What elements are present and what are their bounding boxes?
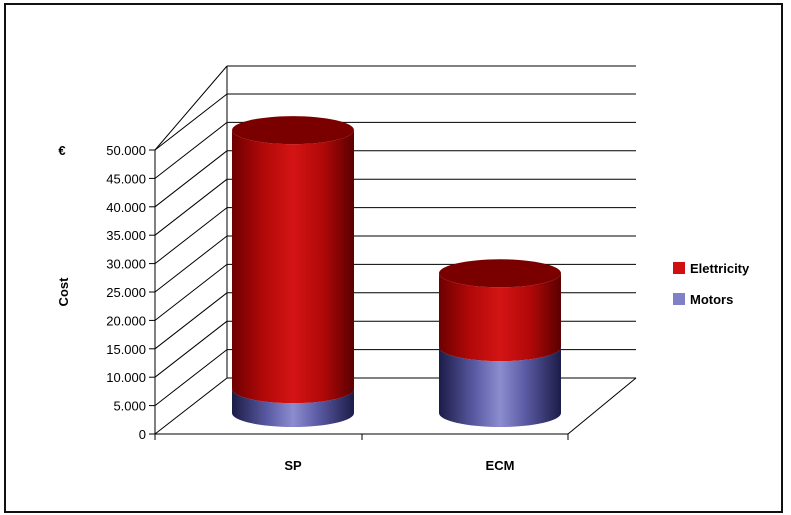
y-tick-label: 40.000 — [106, 200, 146, 215]
legend-swatch-motors — [673, 293, 685, 305]
side-gridline — [154, 264, 228, 321]
legend-label-motors: Motors — [690, 292, 733, 307]
legend-label-elettricity: Elettricity — [690, 261, 750, 276]
y-tick-label: 15.000 — [106, 342, 146, 357]
y-tick-label: 5.000 — [113, 399, 146, 414]
y-tick-label: 20.000 — [106, 313, 146, 328]
y-axis-title: Cost — [56, 277, 71, 307]
side-gridline — [154, 349, 228, 406]
y-tick-label: 10.000 — [106, 370, 146, 385]
bar-segment-elettricity-sp — [232, 130, 354, 404]
y-tick-label: 35.000 — [106, 228, 146, 243]
side-gridline — [154, 178, 228, 236]
side-gridline — [154, 377, 228, 435]
bar-top-cap-ecm — [439, 259, 561, 288]
bar-segment-motors-sp — [232, 389, 354, 427]
side-gridline — [154, 235, 228, 293]
side-gridline — [154, 122, 228, 179]
chart-frame — [4, 3, 783, 513]
legend: Elettricity Motors — [673, 261, 750, 307]
y-tick-label: 30.000 — [106, 257, 146, 272]
labels: € Cost — [56, 143, 71, 306]
side-gridline — [154, 207, 228, 264]
x-category-label: SP — [284, 458, 302, 473]
side-gridline — [154, 93, 228, 151]
bar-top-cap-sp — [232, 116, 354, 145]
bar-segment-elettricity-ecm — [439, 273, 561, 362]
floor-edge — [155, 377, 637, 435]
side-gridline — [154, 292, 228, 350]
unit-label: € — [58, 143, 65, 158]
bar-segment-motors-ecm — [439, 347, 561, 427]
side-gridline — [154, 320, 228, 378]
y-tick-label: 45.000 — [106, 171, 146, 186]
side-gridline — [154, 150, 228, 208]
x-category-label: ECM — [486, 458, 515, 473]
y-tick-label: 25.000 — [106, 285, 146, 300]
bars: SP ECM — [232, 116, 561, 473]
legend-swatch-elettricity — [673, 262, 685, 274]
y-tick-label: 0 — [139, 427, 146, 442]
y-tick-label: 50.000 — [106, 143, 146, 158]
side-wall-top — [154, 65, 228, 151]
